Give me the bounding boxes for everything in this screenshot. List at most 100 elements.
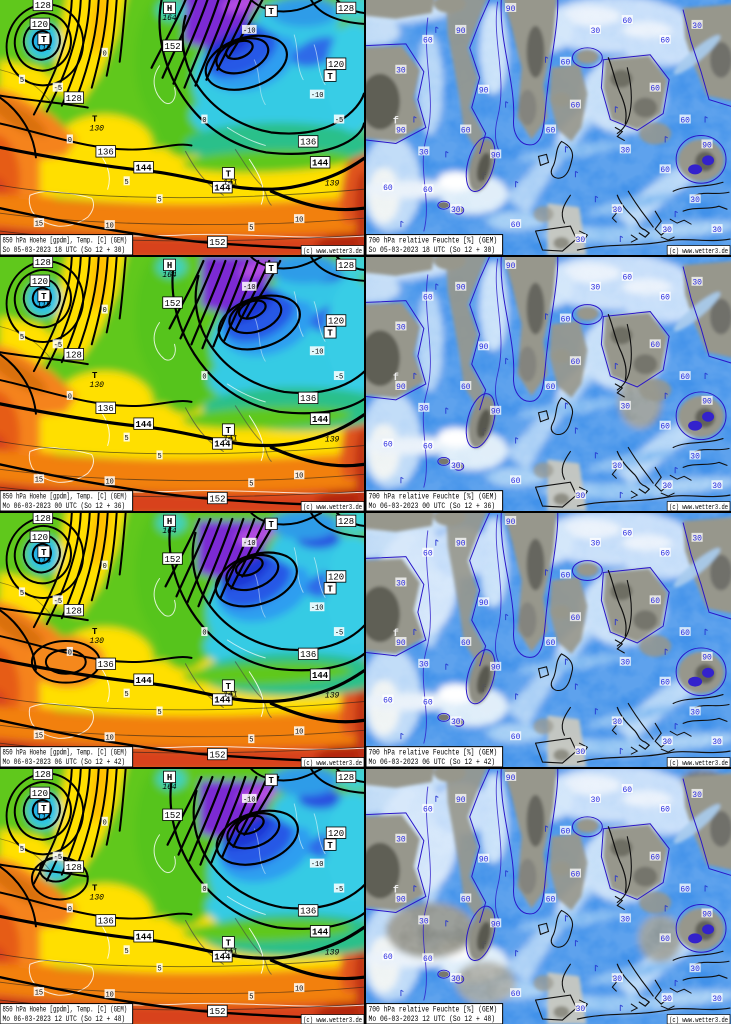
- svg-text:30: 30: [613, 718, 623, 727]
- svg-text:60: 60: [571, 870, 581, 879]
- svg-text:30: 30: [396, 67, 406, 76]
- svg-text:60: 60: [561, 571, 571, 580]
- svg-text:60: 60: [622, 17, 632, 26]
- svg-text:T: T: [41, 804, 47, 814]
- svg-text:5: 5: [125, 435, 129, 443]
- svg-text:60: 60: [680, 629, 690, 638]
- svg-text:T: T: [226, 170, 232, 180]
- svg-text:60: 60: [423, 186, 433, 195]
- svg-text:130: 130: [90, 124, 105, 133]
- svg-text:10: 10: [295, 217, 303, 225]
- svg-text:60: 60: [623, 274, 633, 283]
- svg-text:90: 90: [479, 856, 489, 865]
- svg-text:H: H: [167, 261, 172, 271]
- svg-text:60: 60: [511, 733, 521, 742]
- svg-text:5: 5: [157, 966, 161, 974]
- svg-text:850 hPa Hoehe [gpdm], Temp. [C: 850 hPa Hoehe [gpdm], Temp. [C] (GEM): [2, 748, 127, 758]
- svg-text:(c) www.wetter3.de: (c) www.wetter3.de: [669, 1017, 728, 1024]
- svg-text:30: 30: [419, 148, 429, 157]
- svg-text:30: 30: [576, 748, 586, 757]
- svg-text:130: 130: [90, 637, 105, 646]
- svg-text:(c) www.wetter3.de: (c) www.wetter3.de: [303, 1017, 362, 1024]
- svg-text:5: 5: [125, 179, 129, 187]
- svg-text:-10: -10: [311, 92, 324, 100]
- svg-text:-5: -5: [54, 342, 62, 350]
- svg-text:(c) www.wetter3.de: (c) www.wetter3.de: [303, 504, 362, 511]
- svg-text:30: 30: [712, 995, 722, 1004]
- svg-text:136: 136: [98, 404, 114, 414]
- svg-text:136: 136: [98, 660, 114, 670]
- svg-text:152: 152: [164, 42, 180, 52]
- svg-text:60: 60: [561, 59, 571, 68]
- svg-text:30: 30: [662, 738, 672, 747]
- svg-text:60: 60: [461, 126, 471, 135]
- svg-text:90: 90: [491, 151, 501, 160]
- svg-text:850 hPa Hoehe [gpdm], Temp. [C: 850 hPa Hoehe [gpdm], Temp. [C] (GEM): [2, 492, 127, 502]
- svg-text:60: 60: [680, 885, 690, 894]
- svg-text:90: 90: [456, 27, 466, 36]
- svg-text:H: H: [167, 4, 172, 14]
- svg-text:120: 120: [32, 533, 48, 543]
- svg-text:f: f: [481, 684, 487, 695]
- svg-text:144: 144: [214, 696, 231, 706]
- svg-text:30: 30: [419, 405, 429, 414]
- svg-text:5: 5: [249, 994, 253, 1002]
- svg-text:T: T: [269, 776, 275, 786]
- svg-text:-5: -5: [54, 854, 62, 862]
- svg-text:30: 30: [396, 323, 406, 332]
- svg-text:-10: -10: [243, 27, 256, 35]
- svg-text:0: 0: [103, 563, 107, 571]
- svg-text:120: 120: [32, 277, 48, 287]
- svg-text:144: 144: [214, 952, 231, 962]
- svg-text:-5: -5: [335, 117, 343, 125]
- svg-text:(c) www.wetter3.de: (c) www.wetter3.de: [303, 760, 362, 767]
- svg-text:-10: -10: [243, 540, 256, 548]
- svg-text:15: 15: [35, 477, 43, 485]
- svg-text:30: 30: [419, 661, 429, 670]
- svg-text:128: 128: [338, 773, 354, 783]
- svg-text:60: 60: [546, 639, 556, 648]
- svg-text:152: 152: [209, 494, 225, 504]
- svg-text:60: 60: [423, 37, 433, 46]
- svg-text:5: 5: [20, 334, 24, 342]
- svg-text:60: 60: [650, 597, 660, 606]
- svg-text:0: 0: [202, 374, 206, 382]
- svg-text:0: 0: [68, 906, 72, 914]
- svg-text:128: 128: [35, 514, 51, 524]
- svg-text:90: 90: [479, 343, 489, 352]
- svg-text:f: f: [481, 428, 487, 439]
- svg-text:60: 60: [660, 37, 670, 46]
- svg-text:700 hPa relative Feuchte [%] (: 700 hPa relative Feuchte [%] (GEM): [368, 492, 497, 502]
- svg-text:0: 0: [103, 307, 107, 315]
- svg-text:136: 136: [300, 394, 316, 404]
- svg-text:60: 60: [511, 477, 521, 486]
- svg-text:60: 60: [650, 854, 660, 863]
- svg-text:T: T: [41, 548, 47, 558]
- svg-text:f: f: [393, 116, 399, 127]
- svg-text:60: 60: [423, 442, 433, 451]
- svg-text:144: 144: [214, 183, 231, 193]
- svg-text:30: 30: [690, 196, 700, 205]
- svg-text:30: 30: [576, 492, 586, 501]
- svg-text:(c) www.wetter3.de: (c) www.wetter3.de: [669, 248, 728, 255]
- svg-text:90: 90: [479, 87, 489, 96]
- svg-text:T: T: [92, 884, 98, 894]
- svg-text:60: 60: [511, 221, 521, 230]
- svg-text:0: 0: [202, 886, 206, 894]
- svg-text:152: 152: [164, 811, 180, 821]
- svg-text:5: 5: [20, 590, 24, 598]
- svg-text:144: 144: [136, 676, 153, 686]
- svg-text:f: f: [393, 885, 399, 896]
- svg-text:-10: -10: [311, 605, 324, 613]
- svg-text:T: T: [327, 585, 333, 595]
- svg-text:So 05-03-2023 18 UTC (So 12 +: So 05-03-2023 18 UTC (So 12 + 30): [2, 245, 125, 255]
- svg-text:60: 60: [660, 935, 670, 944]
- svg-text:60: 60: [423, 550, 433, 559]
- svg-text:T: T: [269, 520, 275, 530]
- svg-text:30: 30: [662, 482, 672, 491]
- svg-text:90: 90: [491, 664, 501, 673]
- svg-text:T: T: [41, 292, 47, 302]
- svg-text:H: H: [167, 773, 172, 783]
- svg-text:90: 90: [396, 383, 406, 392]
- svg-text:f: f: [393, 628, 399, 639]
